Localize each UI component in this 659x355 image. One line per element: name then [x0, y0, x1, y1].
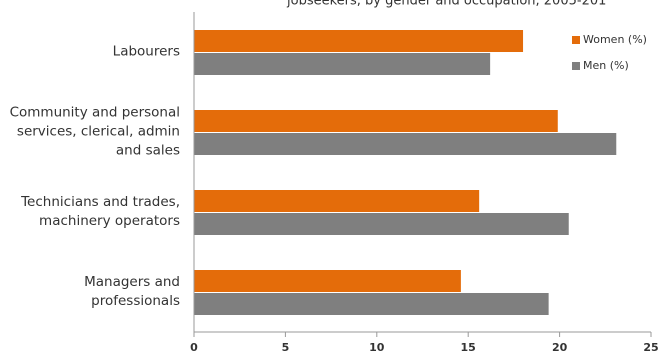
chart-title: jobseekers, by gender and occupation, 20… [286, 0, 606, 9]
x-tick-label: 20 [552, 341, 568, 354]
legend-label: Men (%) [583, 59, 629, 72]
bar [194, 53, 491, 75]
legend-swatch [572, 62, 580, 70]
y-tick-label: Community and personal services, clerica… [9, 104, 180, 159]
legend-swatch [572, 36, 580, 44]
x-tick-label: 5 [282, 341, 290, 354]
y-tick-label: Labourers [112, 43, 180, 60]
y-tick-label: Technicians and trades, machinery operat… [21, 194, 180, 229]
bar [194, 110, 558, 132]
x-tick-label: 10 [369, 341, 385, 354]
bar [194, 213, 569, 235]
bar [194, 270, 461, 292]
bar [194, 30, 524, 52]
bar [194, 133, 617, 155]
legend-label: Women (%) [583, 33, 647, 46]
x-tick-label: 25 [643, 341, 658, 354]
x-tick-label: 15 [461, 341, 476, 354]
x-tick-label: 0 [190, 341, 198, 354]
bar [194, 293, 549, 315]
y-tick-label: Managers and professionals [84, 274, 180, 309]
bar [194, 190, 480, 212]
